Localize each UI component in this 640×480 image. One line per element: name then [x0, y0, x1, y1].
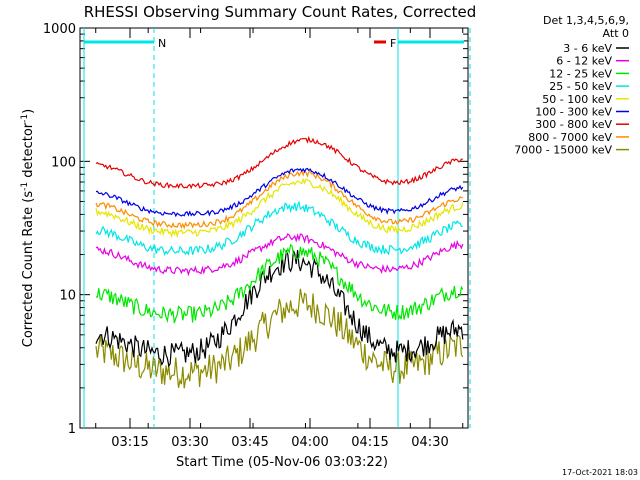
legend-label: 50 - 100 keV — [542, 93, 612, 106]
series-line — [95, 233, 464, 277]
x-tick-label: 03:30 — [171, 435, 208, 450]
y-tick-label: 1 — [68, 422, 76, 437]
y-tick-label: 100 — [51, 155, 76, 170]
legend-label: 25 - 50 keV — [549, 80, 612, 93]
series-line — [95, 167, 464, 218]
legend-label: 6 - 12 keV — [556, 55, 612, 68]
x-tick-label: 04:15 — [351, 435, 388, 450]
annotation-label: N — [158, 37, 166, 50]
y-axis-label-prefix: Corrected Count Rate (s — [21, 191, 36, 348]
series-lines — [95, 135, 464, 389]
legend-label: 800 - 7000 keV — [528, 131, 612, 144]
y-axis-label: Corrected Count Rate (s-1 detector-1) — [20, 109, 36, 347]
y-axis-label-sup2: -1 — [20, 114, 30, 123]
y-tick-label: 1000 — [43, 22, 76, 37]
x-tick-label: 04:30 — [411, 435, 448, 450]
legend-label: 3 - 6 keV — [563, 42, 612, 55]
series-line — [95, 135, 463, 190]
legend-label: 300 - 800 keV — [535, 118, 612, 131]
plot-area — [79, 27, 469, 429]
annotation-label: F — [390, 37, 396, 50]
legend-title-line1: Det 1,3,4,5,6,9, — [543, 14, 629, 27]
legend-title-line2: Att 0 — [603, 27, 629, 40]
legend-label: 100 - 300 keV — [535, 106, 612, 119]
x-tick-label: 03:45 — [231, 435, 268, 450]
chart-title: RHESSI Observing Summary Count Rates, Co… — [84, 3, 477, 21]
series-line — [95, 288, 464, 389]
series-line — [95, 249, 464, 368]
series-line — [95, 200, 463, 257]
series-line — [95, 177, 464, 239]
plot-frame — [79, 27, 469, 429]
y-tick-label: 10 — [59, 289, 76, 304]
x-tick-label: 04:00 — [291, 435, 328, 450]
legend-label: 7000 - 15000 keV — [514, 144, 612, 157]
y-axis-label-sup1: -1 — [20, 182, 30, 191]
x-tick-label: 03:15 — [111, 435, 148, 450]
x-axis-label: Start Time (05-Nov-06 03:03:22) — [176, 455, 388, 470]
legend-label: 12 - 25 keV — [549, 67, 612, 80]
series-line — [95, 243, 464, 324]
y-axis-label-mid: detector — [21, 122, 36, 182]
footer-timestamp: 17-Oct-2021 18:03 — [562, 468, 638, 477]
y-axis-label-suffix: ) — [21, 109, 36, 114]
series-line — [95, 169, 463, 230]
x-axis: 03:15 03:30 03:45 04:00 04:15 04:30 — [95, 28, 464, 450]
